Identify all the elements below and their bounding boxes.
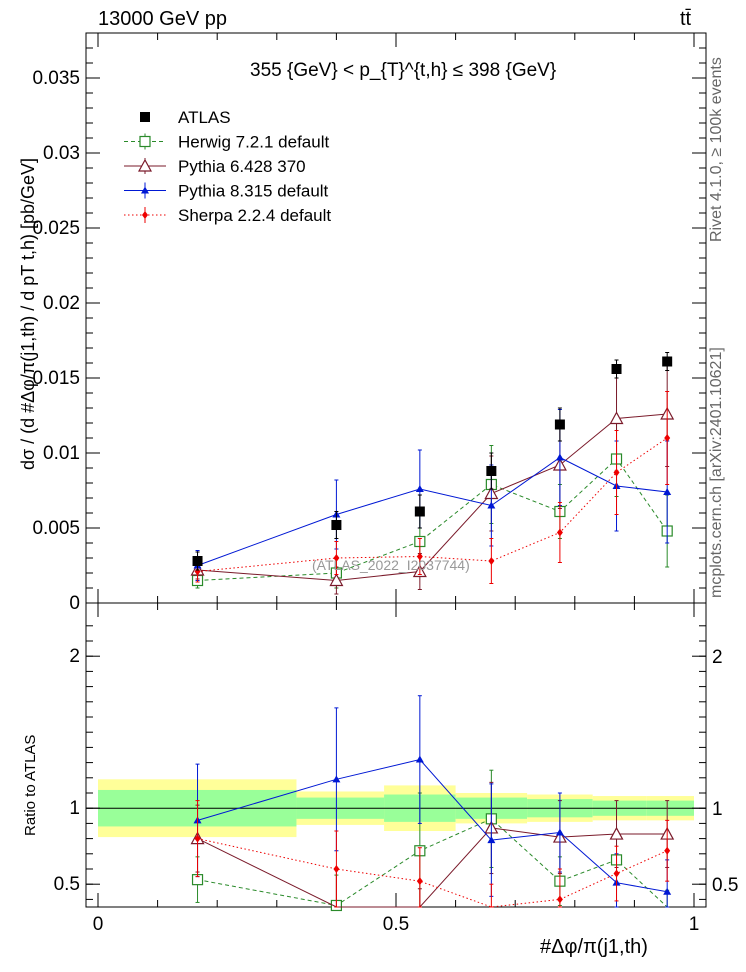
- ratio-y-tick-label-right: 1: [712, 799, 723, 820]
- bin-title: 355 {GeV} < p_{T}^{t,h} ≤ 398 {GeV}: [250, 60, 557, 81]
- pythia8-point: [487, 501, 496, 509]
- main-y-tick-label: 0.005: [32, 518, 80, 539]
- pythia6-line: [197, 413, 668, 582]
- pythia8-point: [555, 453, 564, 461]
- sherpa-ratio-point: [556, 895, 563, 904]
- atlas-point: [192, 556, 203, 566]
- atlas-point: [486, 466, 497, 476]
- atlas-point: [611, 364, 622, 374]
- process-label: tt̄: [680, 8, 692, 30]
- main-y-tick-label: 0: [69, 593, 80, 614]
- energy-label: 13000 GeV pp: [98, 8, 227, 30]
- legend-pythia6-label: Pythia 6.428 370: [178, 157, 306, 176]
- atlas-point: [331, 520, 342, 530]
- watermark: (ATLAS_2022_I2037744): [312, 557, 470, 573]
- legend: ATLAS Herwig 7.2.1 default Pythia 6.428 37…: [124, 108, 331, 225]
- legend-atlas-label: ATLAS: [178, 108, 231, 127]
- legend-pythia8-label: Pythia 8.315 default: [178, 182, 329, 201]
- x-tick-label: 1: [689, 914, 700, 935]
- pythia8-point: [663, 488, 672, 495]
- pythia8-ratio-point: [663, 887, 672, 895]
- ratio-y-tick-label: 0.5: [54, 874, 80, 895]
- atlas-point: [414, 506, 425, 517]
- legend-herwig-marker: [139, 135, 151, 148]
- mcplots-info: mcplots.cern.ch [arXiv:2401.10621]: [708, 347, 725, 598]
- pythia6-point: [609, 411, 624, 425]
- main-y-tick-label: 0.015: [32, 368, 80, 389]
- sherpa-point: [416, 552, 423, 561]
- x-tick-label: 0: [93, 914, 104, 935]
- sherpa-ratio-point: [416, 877, 423, 886]
- legend-sherpa-label: Sherpa 2.2.4 default: [178, 206, 331, 225]
- main-y-tick-label: 0.035: [32, 68, 80, 89]
- sherpa-point: [333, 554, 340, 562]
- main-panel: 0 0.005 0.01 0.015 0.02 0.025 0.03 0.035: [32, 32, 707, 614]
- pythia8-ratio-point: [555, 828, 564, 836]
- pythia8-ratio-point: [487, 836, 496, 844]
- atlas-point: [662, 356, 673, 367]
- pythia8-point: [415, 485, 424, 492]
- sherpa-line: [197, 437, 668, 572]
- ratio-y-tick-label: 2: [69, 646, 80, 667]
- sherpa-point: [488, 557, 495, 565]
- pythia8-ratio-point: [415, 755, 424, 763]
- main-y-tick-label: 0.025: [32, 218, 80, 239]
- main-y-axis-label: dσ / (d #Δφ/π(j1,th) / d pT t,h) [pb/GeV…: [18, 157, 38, 470]
- ratio-y-tick-label: 1: [69, 798, 80, 819]
- legend-pythia6-marker: [137, 158, 153, 172]
- main-y-tick-label: 0.03: [43, 143, 80, 164]
- ratio-panel: 0.5 0.5 1 1 2 2 0 0.5 1: [54, 602, 738, 935]
- legend-atlas-marker: [140, 112, 150, 122]
- rivet-info: Rivet 4.1.0, ≥ 100k events: [708, 57, 725, 242]
- sherpa-ratio-point: [664, 846, 671, 855]
- ratio-y-tick-label-right: 2: [712, 647, 723, 668]
- pythia6-point: [329, 573, 344, 587]
- pythia8-line: [197, 456, 668, 566]
- main-y-tick-label: 0.01: [43, 443, 80, 464]
- pythia8-ratio-point: [332, 775, 341, 783]
- legend-sherpa-marker: [142, 211, 148, 219]
- sherpa-point: [556, 528, 563, 537]
- sherpa-point: [664, 434, 671, 442]
- sherpa-ratio-point: [194, 834, 201, 843]
- x-tick-label: 0.5: [383, 914, 409, 935]
- main-y-tick-label: 0.02: [43, 293, 80, 314]
- legend-pythia8-marker: [141, 186, 149, 194]
- ratio-y-tick-label-right: 0.5: [712, 875, 738, 896]
- ratio-y-axis-label: Ratio to ATLAS: [22, 734, 39, 836]
- sherpa-point: [613, 468, 620, 477]
- sherpa-ratio-point: [613, 869, 620, 878]
- x-axis-label: #Δφ/π(j1,th): [540, 936, 648, 958]
- atlas-point: [554, 419, 565, 430]
- pythia6-ratio-point: [609, 826, 624, 840]
- sherpa-ratio-point: [333, 865, 340, 873]
- legend-herwig-label: Herwig 7.2.1 default: [178, 133, 329, 152]
